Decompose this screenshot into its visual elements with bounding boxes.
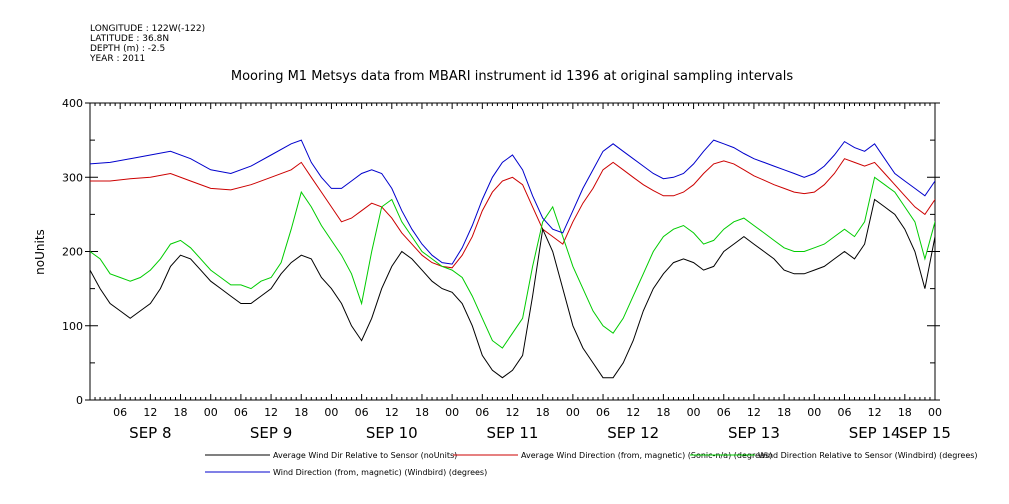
- x-hour-label: 18: [656, 406, 670, 419]
- metadata-longitude: LONGITUDE : 122W(-122): [90, 24, 205, 34]
- x-hour-label: 06: [596, 406, 610, 419]
- x-hour-label: 18: [174, 406, 188, 419]
- legend-label: Average Wind Direction (from, magnetic) …: [521, 451, 772, 460]
- y-axis-label: noUnits: [33, 229, 47, 275]
- x-hour-label: 00: [566, 406, 580, 419]
- y-tick-label: 300: [62, 171, 83, 184]
- x-hour-label: 06: [355, 406, 369, 419]
- x-day-label: SEP 11: [487, 424, 539, 442]
- x-hour-label: 06: [717, 406, 731, 419]
- series-dir-relative-windbird-line: [90, 176, 935, 349]
- series-layer: [90, 139, 935, 379]
- plot-frame: [89, 102, 936, 401]
- x-hour-label: 12: [626, 406, 640, 419]
- x-hour-label: 12: [143, 406, 157, 419]
- metadata-latitude: LATITUDE : 36.8N: [90, 34, 169, 44]
- x-hour-label: 00: [807, 406, 821, 419]
- x-hour-label: 12: [264, 406, 278, 419]
- x-hour-label: 00: [687, 406, 701, 419]
- x-hour-label: 00: [204, 406, 218, 419]
- y-tick-label: 100: [62, 320, 83, 333]
- legend-entry-dir-relative-windbird: Wind Direction Relative to Sensor (Windb…: [690, 451, 978, 460]
- x-axis-ticks: 06 12 18 00 06 12 18 00 06 12 18 00 06 12 18 00 06 12 18 00…: [89, 103, 951, 442]
- x-hour-label: 12: [506, 406, 520, 419]
- legend-entry-avg-dir-relative: Average Wind Dir Relative to Sensor (noU…: [205, 451, 457, 460]
- x-hour-label: 12: [868, 406, 882, 419]
- x-day-label: SEP 13: [728, 424, 780, 442]
- chart-title: Mooring M1 Metsys data from MBARI instru…: [231, 69, 793, 84]
- metadata-year: YEAR : 2011: [89, 54, 145, 64]
- y-axis-ticks: 0 100 200 300 400: [62, 97, 940, 407]
- metadata-depth: DEPTH (m) : -2.5: [90, 44, 165, 54]
- x-hour-label: 00: [445, 406, 459, 419]
- y-tick-label: 200: [62, 246, 83, 259]
- x-day-label: SEP 12: [607, 424, 659, 442]
- x-hour-label: 06: [113, 406, 127, 419]
- x-hour-label: 18: [294, 406, 308, 419]
- x-day-label: SEP 8: [129, 424, 171, 442]
- legend: Average Wind Dir Relative to Sensor (noU…: [205, 451, 978, 477]
- x-hour-label: 00: [928, 406, 942, 419]
- x-hour-label: 06: [475, 406, 489, 419]
- legend-entry-avg-dir-sonic: Average Wind Direction (from, magnetic) …: [453, 451, 772, 460]
- series-avg-dir-sonic-line: [90, 158, 935, 269]
- x-hour-label: 18: [536, 406, 550, 419]
- y-tick-label: 400: [62, 97, 83, 110]
- x-hour-label: 12: [747, 406, 761, 419]
- y-tick-label: 0: [76, 394, 83, 407]
- x-hour-label: 06: [234, 406, 248, 419]
- x-day-label: SEP 9: [250, 424, 292, 442]
- legend-label: Average Wind Dir Relative to Sensor (noU…: [273, 451, 457, 460]
- x-day-label: SEP 10: [366, 424, 418, 442]
- plot-border: [89, 102, 936, 401]
- metadata-block: LONGITUDE : 122W(-122) LATITUDE : 36.8N …: [89, 24, 205, 64]
- x-day-label: SEP 15: [899, 424, 951, 442]
- series-dir-windbird-line: [90, 139, 935, 265]
- x-hour-label: 18: [415, 406, 429, 419]
- x-hour-label: 06: [837, 406, 851, 419]
- x-hour-label: 18: [898, 406, 912, 419]
- series-avg-dir-relative-line: [90, 198, 935, 379]
- x-hour-label: 00: [324, 406, 338, 419]
- x-hour-label: 12: [385, 406, 399, 419]
- x-hour-label: 18: [777, 406, 791, 419]
- legend-label: Wind Direction (from, magnetic) (Windbir…: [273, 468, 487, 477]
- legend-label: Wind Direction Relative to Sensor (Windb…: [758, 451, 978, 460]
- legend-entry-dir-windbird: Wind Direction (from, magnetic) (Windbir…: [205, 468, 487, 477]
- x-day-label: SEP 14: [849, 424, 901, 442]
